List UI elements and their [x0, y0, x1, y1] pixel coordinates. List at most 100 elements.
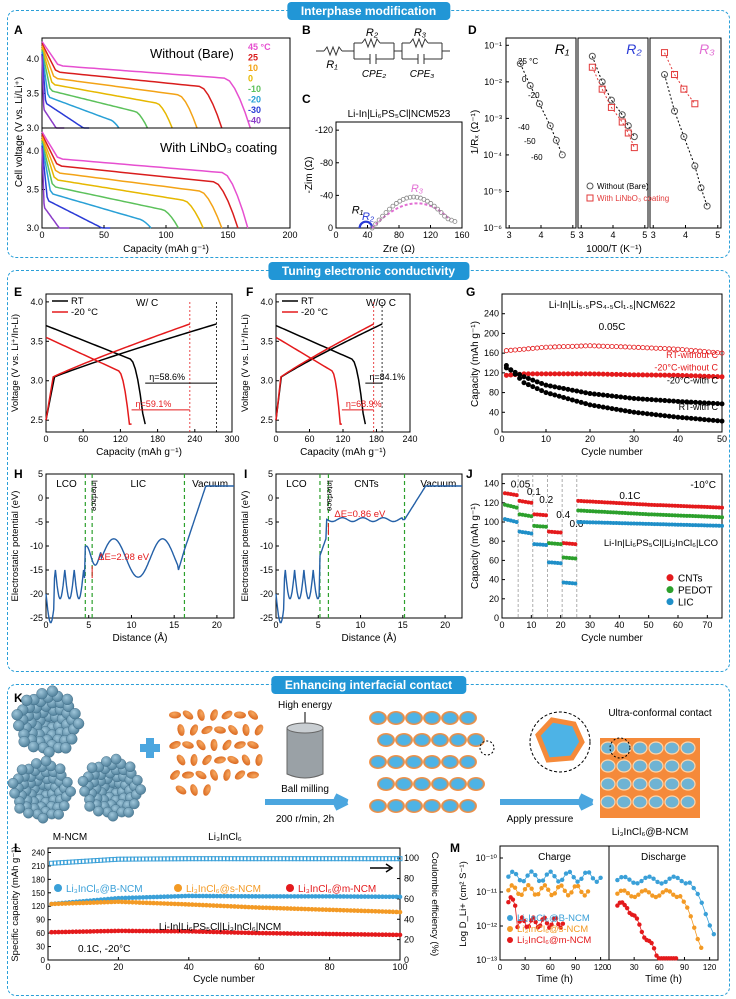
- x-tick-label: 5: [86, 620, 91, 630]
- primary-particle: [84, 801, 95, 812]
- lic-particle: [214, 726, 226, 734]
- data-point-g-0: [578, 343, 584, 349]
- y-tick-label-g: 40: [489, 407, 499, 417]
- eta-rt: η=84.1%: [369, 372, 405, 382]
- data-point-l-0: [278, 894, 283, 899]
- region-label: LIC: [131, 479, 147, 490]
- data-point-j-1: [544, 524, 548, 529]
- data-point-j-1: [514, 505, 519, 510]
- data-point-j-2: [544, 543, 548, 548]
- data-point-j-0: [646, 502, 651, 507]
- resistor-r1: [323, 45, 343, 57]
- data-point-g-2: [600, 392, 606, 398]
- data-point-j-1: [714, 514, 719, 519]
- data-point-l-2: [77, 929, 82, 934]
- data-point-l-1: [306, 906, 311, 912]
- data-point-g-3: [547, 391, 553, 397]
- y-tick-label: 4.0: [26, 146, 39, 156]
- data-point-l-0: [211, 893, 216, 899]
- data-point-l-2: [179, 928, 185, 934]
- data-point-j-1: [696, 514, 701, 519]
- data-point-j-1: [646, 512, 651, 517]
- data-point-j-1: [690, 514, 695, 519]
- data-point-l-2: [256, 930, 262, 936]
- y-tick-label-l: 60: [36, 929, 45, 938]
- plus-sign: [140, 738, 160, 758]
- lic-particle: [182, 710, 194, 720]
- data-point-j-0: [690, 504, 695, 509]
- coated-particle: [387, 711, 405, 725]
- lic-particle: [228, 725, 238, 735]
- coated-particle: [449, 733, 467, 747]
- data-point-l-2: [299, 931, 304, 936]
- data-point-l-0: [179, 893, 185, 899]
- data-point-j-2: [520, 530, 525, 535]
- primary-particle: [13, 719, 25, 732]
- title-c: Li-In|Li₆PS₅Cl|NCM523: [348, 109, 451, 120]
- data-point-l-0: [327, 894, 332, 899]
- data-point-j-1: [699, 514, 704, 519]
- x-tick-label: 30: [629, 434, 639, 444]
- data-point-g-0: [539, 345, 545, 351]
- label-g-3: RT-with C: [679, 402, 719, 412]
- x-tick-label-d: 4: [683, 230, 688, 240]
- y-tick-label-l: 30: [36, 943, 45, 952]
- legend-l-2: Li₃InCl₆@m-NCM: [298, 884, 376, 895]
- data-point-l-1: [358, 908, 364, 914]
- data-point-g-3: [666, 413, 672, 419]
- data-point-l-0: [309, 894, 315, 899]
- region-label: Interface: [325, 480, 334, 512]
- data-point-d: [552, 136, 560, 144]
- data-point-l-0: [334, 894, 339, 899]
- data-point-l-2: [49, 929, 54, 935]
- data-point-l-1: [109, 899, 114, 905]
- x-tick-label: 0: [273, 620, 278, 630]
- data-point-j-2: [585, 520, 590, 525]
- y-tick-label-l: 150: [32, 889, 46, 898]
- data-point-g-1: [631, 372, 637, 378]
- data-point-j-0: [614, 500, 619, 505]
- y-tick-label-l: 180: [32, 875, 46, 884]
- data-point-l-1: [366, 908, 371, 914]
- panel-letter-b: B: [302, 23, 311, 37]
- y-tick-label: 4.0: [30, 297, 43, 307]
- data-point-j-0: [623, 501, 628, 506]
- data-point-l-2: [168, 928, 174, 934]
- data-point-l-2: [158, 928, 163, 934]
- data-point-c: [438, 210, 444, 215]
- x-tick-label-d: 3: [507, 230, 512, 240]
- data-point-l-1: [362, 908, 368, 914]
- data-point-j-0: [626, 501, 631, 506]
- data-point-l-2: [165, 928, 170, 934]
- x-tick-label: 40: [673, 434, 683, 444]
- title-e: W/ C: [136, 298, 158, 309]
- data-point-l-2: [288, 931, 294, 936]
- data-point-l-1: [348, 908, 354, 913]
- legend-lt: -20 °C: [301, 307, 328, 318]
- data-point-j-0: [687, 504, 692, 509]
- data-point-l-2: [246, 930, 251, 936]
- data-point-j-0: [681, 504, 686, 509]
- data-point-g-1: [587, 371, 593, 377]
- y-tick-label-g: 160: [484, 348, 499, 358]
- data-point-l-1: [116, 899, 121, 905]
- label-lic: Li₃InCl₆: [208, 832, 242, 843]
- data-point-j-2: [623, 521, 628, 526]
- data-point-j-2: [526, 531, 531, 536]
- section-interphase: Interphase modification: [7, 2, 730, 258]
- data-point-d: [671, 107, 679, 115]
- series-line-a-6: [41, 145, 111, 229]
- data-point-l-2: [263, 930, 269, 936]
- data-point-g-2: [671, 398, 677, 404]
- data-point-j-0: [511, 492, 516, 497]
- y-tick-label-j: 0: [494, 613, 499, 623]
- coated-particle: [459, 799, 477, 813]
- data-point-j-0: [585, 499, 590, 504]
- data-point-l-1: [397, 909, 403, 915]
- data-point-l-0: [190, 893, 195, 899]
- data-point-g-3: [530, 384, 536, 390]
- data-point-l-1: [119, 899, 125, 905]
- data-point-l-1: [260, 905, 266, 910]
- data-point-g-2: [627, 395, 633, 401]
- coated-particle: [441, 799, 459, 813]
